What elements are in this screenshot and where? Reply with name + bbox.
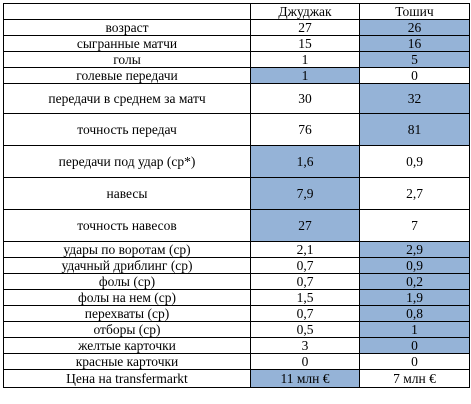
- player-1-value-cell: 2,1: [250, 241, 360, 258]
- table-row: фолы на нем (ср) 1,5 1,9: [3, 289, 470, 306]
- stat-label-cell: голевые передачи: [3, 67, 251, 84]
- player-1-value-cell: 27: [250, 209, 360, 242]
- table-row: навесы 7,9 2,7: [3, 177, 470, 210]
- player-2-value-cell: 0: [359, 67, 470, 84]
- header-player-2: Тошич: [359, 3, 470, 20]
- table-row: перехваты (ср) 0,7 0,8: [3, 305, 470, 322]
- table-row: точность передач 76 81: [3, 113, 470, 146]
- table-row: фолы (ср) 0,7 0,2: [3, 273, 470, 290]
- player-2-value-cell: 0,9: [359, 257, 470, 274]
- table-row: красные карточки 0 0: [3, 353, 470, 370]
- table-row: точность навесов 27 7: [3, 209, 470, 242]
- stat-label-cell: точность навесов: [3, 209, 251, 242]
- table-row: удары по воротам (ср) 2,1 2,9: [3, 241, 470, 258]
- player-2-value-cell: 0,8: [359, 305, 470, 322]
- player-1-value-cell: 0,7: [250, 273, 360, 290]
- player-1-value-cell: 1,5: [250, 289, 360, 306]
- player-2-value-cell: 7 млн €: [359, 369, 470, 388]
- player-1-value-cell: 1: [250, 67, 360, 84]
- player-2-value-cell: 5: [359, 51, 470, 68]
- stat-label-cell: навесы: [3, 177, 251, 210]
- stat-label-cell: возраст: [3, 19, 251, 36]
- header-label-cell: [3, 3, 251, 20]
- stat-label-cell: голы: [3, 51, 251, 68]
- player-1-value-cell: 7,9: [250, 177, 360, 210]
- player-2-value-cell: 0,2: [359, 273, 470, 290]
- player-1-value-cell: 1: [250, 51, 360, 68]
- stat-label-cell: красные карточки: [3, 353, 251, 370]
- player-2-value-cell: 0: [359, 353, 470, 370]
- table-row: желтые карточки 3 0: [3, 337, 470, 354]
- stat-label-cell: фолы (ср): [3, 273, 251, 290]
- stat-label-cell: фолы на нем (ср): [3, 289, 251, 306]
- header-row: Джуджак Тошич: [3, 3, 470, 20]
- player-2-value-cell: 1,9: [359, 289, 470, 306]
- player-2-value-cell: 32: [359, 83, 470, 114]
- player-1-value-cell: 27: [250, 19, 360, 36]
- table-row: передачи в среднем за матч 30 32: [3, 83, 470, 114]
- player-comparison-table: Джуджак Тошич возраст 27 26 сыгранные матчи…: [3, 3, 470, 388]
- stat-label-cell: точность передач: [3, 113, 251, 146]
- player-2-value-cell: 2,9: [359, 241, 470, 258]
- table-row: голы 1 5: [3, 51, 470, 68]
- stat-label-cell: удары по воротам (ср): [3, 241, 251, 258]
- player-1-value-cell: 76: [250, 113, 360, 146]
- stat-label-cell: передачи в среднем за матч: [3, 83, 251, 114]
- player-2-value-cell: 0,9: [359, 145, 470, 178]
- table-row: отборы (ср) 0,5 1: [3, 321, 470, 338]
- stat-label-cell: удачный дриблинг (ср): [3, 257, 251, 274]
- player-2-value-cell: 1: [359, 321, 470, 338]
- player-1-value-cell: 3: [250, 337, 360, 354]
- table-row: голевые передачи 1 0: [3, 67, 470, 84]
- table-row: Цена на transfermarkt 11 млн €7 млн €: [3, 369, 470, 388]
- stat-label-cell: Цена на transfermarkt: [3, 369, 251, 388]
- player-2-value-cell: 2,7: [359, 177, 470, 210]
- player-1-value-cell: 0,7: [250, 257, 360, 274]
- player-1-value-cell: 1,6: [250, 145, 360, 178]
- stat-label-cell: передачи под удар (ср*): [3, 145, 251, 178]
- stat-label-cell: отборы (ср): [3, 321, 251, 338]
- player-1-value-cell: 0,5: [250, 321, 360, 338]
- table-row: сыгранные матчи 15 16: [3, 35, 470, 52]
- table-row: удачный дриблинг (ср) 0,7 0,9: [3, 257, 470, 274]
- stat-label-cell: сыгранные матчи: [3, 35, 251, 52]
- table-body: возраст 27 26 сыгранные матчи 15 16 голы 1 5 голе…: [3, 19, 470, 388]
- table-row: передачи под удар (ср*) 1,6 0,9: [3, 145, 470, 178]
- player-1-value-cell: 11 млн €: [250, 369, 360, 388]
- stat-label-cell: желтые карточки: [3, 337, 251, 354]
- player-1-value-cell: 0,7: [250, 305, 360, 322]
- player-2-value-cell: 81: [359, 113, 470, 146]
- table-header: Джуджак Тошич: [3, 3, 470, 20]
- header-player-1: Джуджак: [250, 3, 360, 20]
- player-2-value-cell: 26: [359, 19, 470, 36]
- player-2-value-cell: 16: [359, 35, 470, 52]
- table-row: возраст 27 26: [3, 19, 470, 36]
- player-1-value-cell: 30: [250, 83, 360, 114]
- player-2-value-cell: 7: [359, 209, 470, 242]
- stat-label-cell: перехваты (ср): [3, 305, 251, 322]
- player-2-value-cell: 0: [359, 337, 470, 354]
- player-1-value-cell: 15: [250, 35, 360, 52]
- player-1-value-cell: 0: [250, 353, 360, 370]
